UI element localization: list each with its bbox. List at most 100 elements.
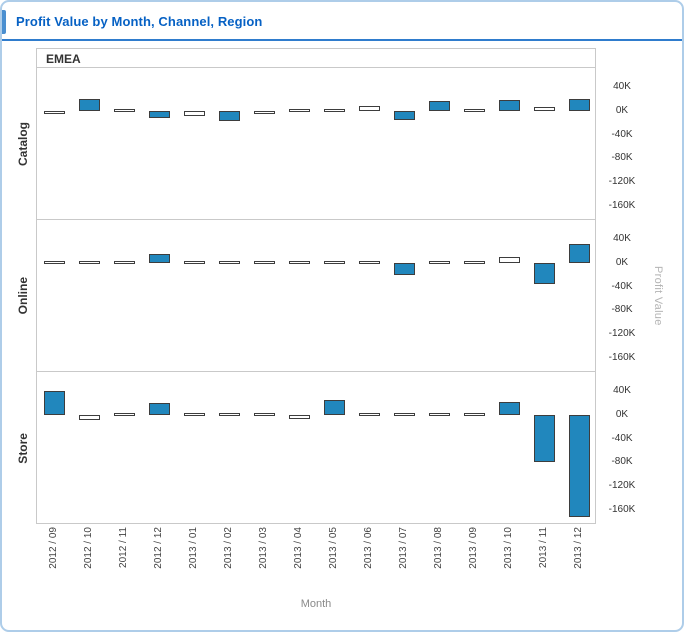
y-axis-tick-label: -120K — [608, 480, 636, 491]
bar-store-2013-11[interactable] — [534, 414, 555, 463]
bar-store-2012-11[interactable] — [114, 413, 135, 417]
bar-catalog-2013-11[interactable] — [534, 107, 555, 111]
y-axis-tick-label: 40K — [613, 233, 631, 244]
bar-store-2012-10[interactable] — [79, 414, 100, 420]
y-axis-title-cell: Profit Value — [648, 68, 668, 524]
x-axis-label: 2013 / 09 — [467, 527, 479, 569]
x-axis-label: 2013 / 12 — [572, 527, 584, 569]
y-axis-ticks-store: 40K 0K -40K -80K -120K -160K — [596, 372, 648, 524]
bar-catalog-2013-09[interactable] — [464, 109, 485, 113]
x-axis-label: 2013 / 06 — [362, 527, 374, 569]
y-axis-tick-label: -80K — [611, 456, 633, 468]
x-axis-label: 2013 / 01 — [187, 527, 199, 569]
bar-online-2013-10[interactable] — [499, 256, 520, 263]
bar-store-2012-12[interactable] — [149, 402, 170, 415]
x-axis-label: 2013 / 07 — [397, 527, 409, 569]
bar-online-2013-11[interactable] — [534, 262, 555, 284]
bar-catalog-2013-05[interactable] — [324, 109, 345, 113]
x-axis-title-cell: Month — [36, 594, 596, 612]
x-axis-title: Month — [300, 598, 332, 610]
y-axis-tick-label: -40K — [611, 432, 633, 444]
x-axis-label: 2013 / 04 — [292, 527, 304, 569]
y-axis-tick-label: -160K — [608, 199, 636, 211]
panel-catalog — [36, 68, 596, 220]
bar-catalog-2012-09[interactable] — [44, 110, 65, 115]
bar-store-2013-01[interactable] — [184, 413, 205, 417]
column-header-emea: EMEA — [36, 48, 596, 68]
bar-catalog-2013-08[interactable] — [429, 101, 450, 111]
bar-store-2013-12[interactable] — [569, 414, 590, 517]
bar-online-2013-06[interactable] — [359, 261, 380, 265]
bar-online-2013-01[interactable] — [184, 261, 205, 265]
bar-store-2013-08[interactable] — [429, 413, 450, 417]
selection-accent — [2, 10, 6, 34]
title-bar: Profit Value by Month, Channel, Region — [2, 2, 682, 42]
bar-store-2013-02[interactable] — [219, 413, 240, 417]
y-axis-tick-label: -80K — [611, 304, 633, 316]
row-label-cell-catalog: Catalog — [10, 68, 36, 220]
bar-store-2013-04[interactable] — [289, 414, 310, 419]
x-axis-labels: 2012 / 09 2012 / 10 2012 / 11 2012 / 12 2013… — [36, 524, 596, 594]
y-axis-ticks-online: 40K 0K -40K -80K -120K -160K — [596, 220, 648, 372]
bar-online-2013-09[interactable] — [464, 261, 485, 265]
y-axis-tick-label: 40K — [613, 81, 631, 92]
bar-catalog-2013-01[interactable] — [184, 110, 205, 116]
bar-catalog-2012-12[interactable] — [149, 110, 170, 118]
bar-store-2013-09[interactable] — [464, 413, 485, 417]
bar-online-2012-09[interactable] — [44, 261, 65, 265]
x-axis-label: 2013 / 03 — [257, 527, 269, 569]
bar-catalog-2013-04[interactable] — [289, 109, 310, 113]
x-axis-label: 2013 / 08 — [432, 527, 444, 569]
row-label-cell-store: Store — [10, 372, 36, 524]
report-title: Profit Value by Month, Channel, Region — [16, 14, 263, 29]
bar-catalog-2013-02[interactable] — [219, 110, 240, 122]
bar-store-2013-03[interactable] — [254, 413, 275, 417]
panel-online — [36, 220, 596, 372]
y-axis-tick-label: 40K — [613, 385, 631, 396]
bar-catalog-2012-10[interactable] — [79, 98, 100, 111]
panel-store — [36, 372, 596, 524]
row-label-online: Online — [16, 277, 30, 315]
bar-catalog-2013-03[interactable] — [254, 110, 275, 115]
bar-online-2013-07[interactable] — [394, 262, 415, 275]
row-label-catalog: Catalog — [16, 121, 30, 166]
bar-online-2012-11[interactable] — [114, 261, 135, 265]
y-axis-tick-label: -160K — [608, 351, 636, 363]
bar-online-2013-05[interactable] — [324, 261, 345, 265]
y-axis-ticks-catalog: 40K 0K -40K -80K -120K -160K — [596, 68, 648, 220]
bar-online-2013-08[interactable] — [429, 261, 450, 265]
bar-online-2013-03[interactable] — [254, 261, 275, 265]
bar-store-2013-10[interactable] — [499, 401, 520, 415]
x-axis-label: 2013 / 11 — [537, 527, 549, 568]
y-axis-tick-label: 0K — [615, 104, 629, 116]
bar-online-2013-02[interactable] — [219, 261, 240, 265]
row-label-cell-online: Online — [10, 220, 36, 372]
y-axis-tick-label: 0K — [615, 256, 629, 268]
trellis-chart: EMEA Catalog 40K 0K -40K -80K -120K -160K Onl… — [10, 48, 668, 612]
bar-catalog-2013-10[interactable] — [499, 100, 520, 111]
y-axis-tick-label: -40K — [611, 128, 633, 140]
x-axis-label: 2013 / 05 — [327, 527, 339, 569]
bar-store-2013-07[interactable] — [394, 413, 415, 417]
bar-catalog-2012-11[interactable] — [114, 109, 135, 113]
y-axis-tick-label: -80K — [611, 152, 633, 164]
bar-online-2012-10[interactable] — [79, 261, 100, 265]
bar-store-2012-09[interactable] — [44, 391, 65, 415]
bar-online-2013-12[interactable] — [569, 243, 590, 263]
title-divider — [2, 39, 682, 41]
bar-online-2013-04[interactable] — [289, 261, 310, 265]
bar-catalog-2013-07[interactable] — [394, 110, 415, 120]
bar-catalog-2013-12[interactable] — [569, 98, 590, 111]
y-axis-tick-label: 0K — [615, 408, 629, 420]
y-axis-tick-label: -120K — [608, 176, 636, 187]
y-axis-tick-label: -160K — [608, 503, 636, 515]
bar-catalog-2013-06[interactable] — [359, 106, 380, 111]
x-axis-label: 2012 / 11 — [117, 527, 129, 568]
bar-online-2012-12[interactable] — [149, 253, 170, 263]
y-axis-tick-label: -120K — [608, 328, 636, 339]
row-label-store: Store — [16, 432, 30, 464]
bar-store-2013-05[interactable] — [324, 399, 345, 415]
x-axis-label: 2012 / 12 — [152, 527, 164, 569]
bar-store-2013-06[interactable] — [359, 413, 380, 417]
